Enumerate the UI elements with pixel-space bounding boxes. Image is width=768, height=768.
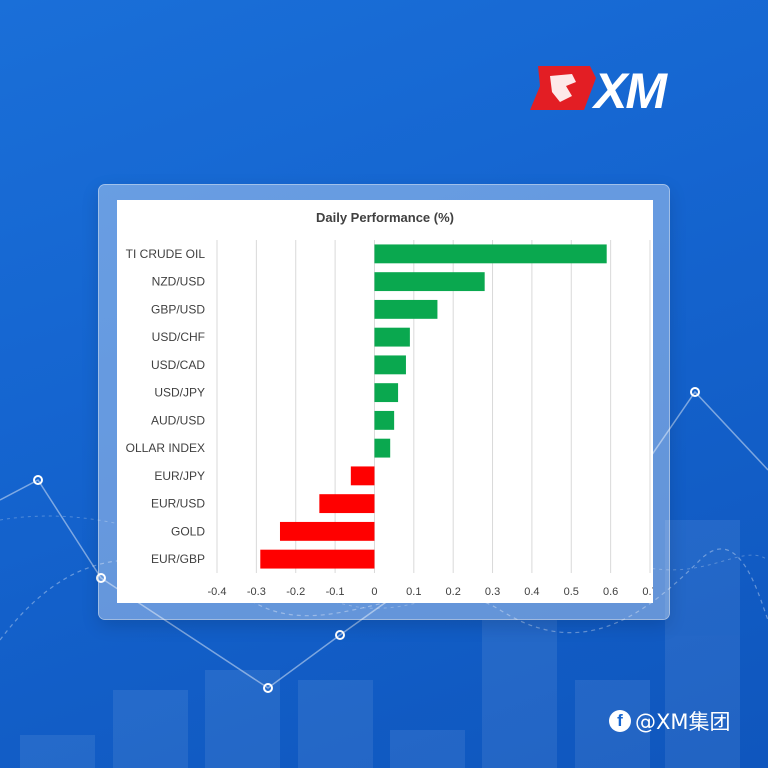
bar-7 [374,438,391,458]
category-label-11: EUR/GBP [151,552,205,566]
logo-text: XM [591,63,668,114]
category-label-2: GBP/USD [151,302,205,316]
x-tick-labels: -0.4 -0.3 -0.2 -0.1 0 0.1 0.2 0.3 0.4 0.5 0.6 0.7 [208,586,653,598]
category-labels: TI CRUDE OIL NZD/USD GBP/USD USD/CHF USD/CAD… [126,247,206,566]
bar-3 [374,327,410,347]
category-label-0: TI CRUDE OIL [126,247,206,261]
bar-10 [279,521,375,541]
category-label-6: AUD/USD [151,413,205,427]
bar-9 [319,494,375,514]
x-tick-label-4: 0 [371,586,377,598]
xm-logo: XM [530,63,670,114]
bar-1 [374,272,485,292]
bar-11 [260,549,375,569]
category-label-5: USD/JPY [154,386,205,400]
category-label-3: USD/CHF [152,330,205,344]
x-tick-label-3: -0.1 [326,586,345,598]
category-label-8: EUR/JPY [154,469,205,483]
x-tick-label-0: -0.4 [208,586,227,598]
bar-4 [374,355,406,375]
x-tick-label-2: -0.2 [286,586,305,598]
grid-lines [216,240,651,573]
x-tick-label-7: 0.3 [485,586,500,598]
category-label-1: NZD/USD [152,275,206,289]
category-label-10: GOLD [171,524,205,538]
x-tick-label-11: 0.7 [642,586,653,598]
bar-8 [350,466,375,486]
x-tick-label-5: 0.1 [406,586,421,598]
x-tick-label-9: 0.5 [564,586,579,598]
category-label-9: EUR/USD [151,497,205,511]
x-tick-label-8: 0.4 [524,586,539,598]
bars [260,244,607,569]
bar-6 [374,410,395,430]
facebook-icon: f [609,710,631,732]
watermark-text: @XM集团 [635,710,731,734]
x-tick-label-6: 0.2 [446,586,461,598]
bar-0 [374,244,607,264]
bar-5 [374,383,399,403]
chart-card: Daily Performance (%) TI CRUDE OIL NZD/US… [117,200,653,603]
x-tick-label-1: -0.3 [247,586,266,598]
bar-chart: Daily Performance (%) TI CRUDE OIL NZD/US… [126,210,653,598]
chart-title: Daily Performance (%) [316,210,454,225]
watermark: f @XM集团 [609,704,731,738]
x-tick-label-10: 0.6 [603,586,618,598]
category-label-7: OLLAR INDEX [126,441,205,455]
category-label-4: USD/CAD [151,358,205,372]
bar-2 [374,299,438,319]
